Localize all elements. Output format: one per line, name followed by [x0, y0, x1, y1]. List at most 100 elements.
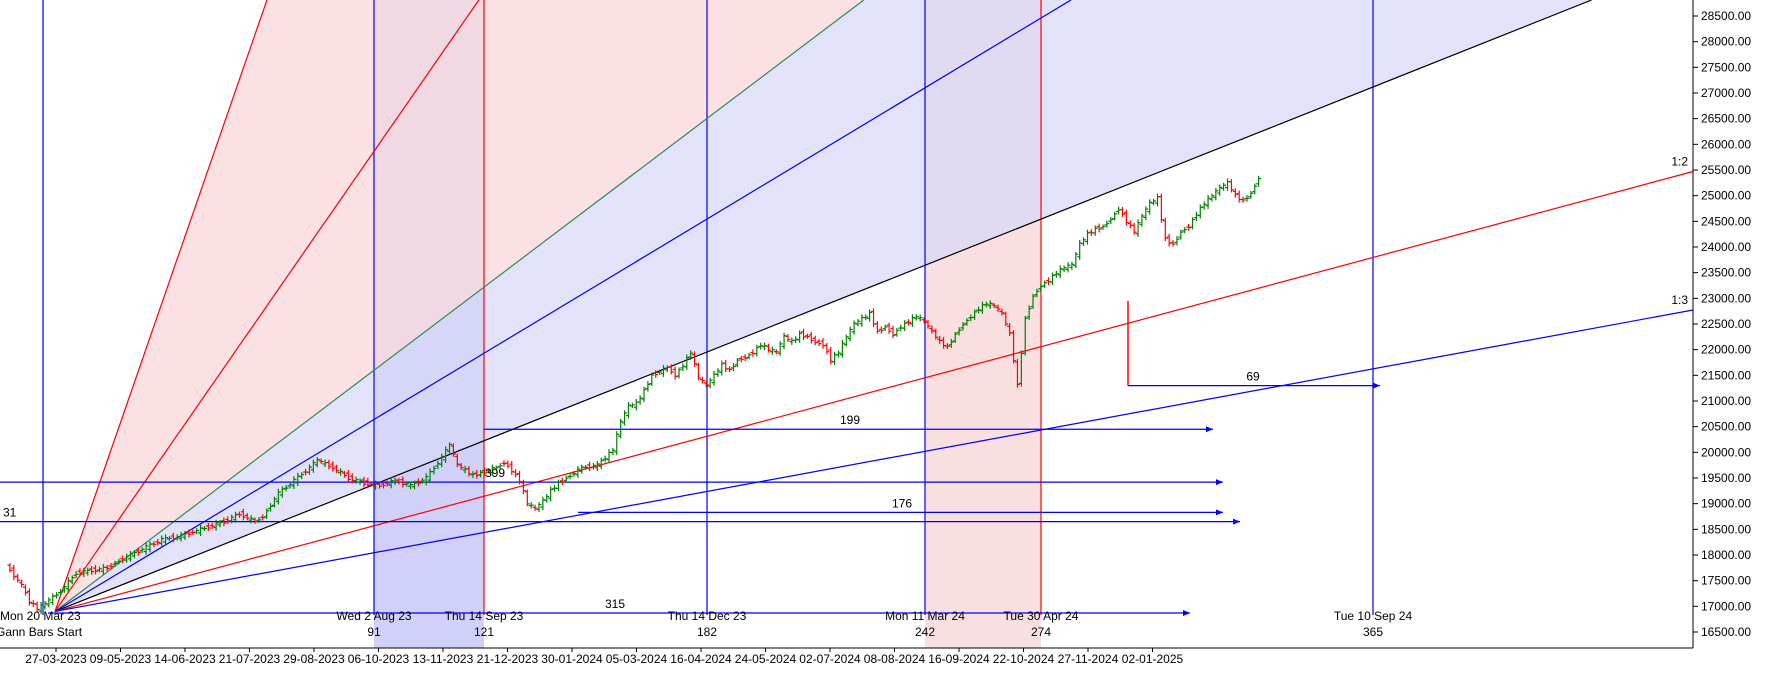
price-bar [108, 562, 114, 570]
price-bar [660, 365, 666, 377]
price-bar [256, 517, 262, 524]
price-bar [742, 354, 748, 362]
price-bar [983, 301, 989, 308]
price-bar [412, 480, 418, 490]
price-bar [1213, 187, 1219, 201]
y-tick-label-11: 22000.00 [1701, 343, 1751, 357]
price-bar [738, 355, 744, 363]
price-bar [765, 343, 771, 353]
price-bar [1232, 188, 1238, 198]
price-bar [450, 443, 456, 457]
price-bar [649, 372, 655, 387]
x-tick-label-2: 14-06-2023 [154, 652, 216, 666]
price-bar [42, 600, 48, 610]
projection-label-4: 31 [3, 506, 17, 520]
price-bar [318, 458, 324, 464]
price-bar [1081, 237, 1087, 247]
price-bar [505, 460, 511, 469]
price-bar [719, 360, 725, 376]
x-tick-label-14: 16-09-2024 [928, 652, 990, 666]
price-bar [925, 319, 931, 329]
price-bar [1092, 225, 1098, 236]
vertical-date-label-3: Thu 14 Dec 23 [668, 609, 747, 623]
price-bar [816, 338, 822, 347]
price-bar [801, 328, 807, 341]
price-bar [1030, 293, 1036, 310]
price-bar [886, 322, 892, 334]
price-bar [236, 511, 242, 518]
price-bar [458, 463, 464, 470]
y-tick-label-18: 25500.00 [1701, 163, 1751, 177]
price-bar [155, 538, 161, 546]
price-bar [703, 380, 709, 388]
price-bar [874, 321, 880, 334]
price-bar [668, 364, 674, 375]
price-bar [77, 568, 83, 577]
price-bar [839, 339, 845, 358]
price-bar [89, 565, 95, 575]
x-tick-label-15: 22-10-2024 [993, 652, 1055, 666]
price-bar [1147, 199, 1153, 215]
price-bar [54, 592, 60, 599]
fan-line-0 [54, 0, 268, 612]
price-bar [575, 466, 581, 478]
y-tick-label-9: 21000.00 [1701, 394, 1751, 408]
price-bar [1069, 261, 1075, 270]
x-tick-label-0: 27-03-2023 [25, 652, 87, 666]
price-bar [439, 453, 445, 468]
price-bar [209, 522, 215, 529]
price-bar [567, 473, 573, 480]
price-bar [548, 486, 554, 502]
x-tick-label-6: 13-11-2023 [413, 652, 474, 666]
price-bar [688, 350, 694, 360]
price-bar [878, 326, 884, 334]
price-bar [96, 566, 102, 573]
price-bar [594, 460, 600, 471]
price-bar [478, 469, 484, 478]
price-bar [1248, 191, 1254, 199]
y-tick-label-13: 23000.00 [1701, 291, 1751, 305]
projection-label-5: 69 [1246, 370, 1260, 384]
price-bar [1244, 195, 1250, 202]
price-bar [625, 402, 631, 419]
vertical-count-label-3: 182 [697, 625, 717, 639]
price-bar [1205, 194, 1211, 209]
price-bar [894, 328, 900, 337]
price-bar [1228, 179, 1234, 193]
price-bar [69, 575, 75, 584]
price-bar [563, 475, 569, 483]
price-bar [11, 564, 17, 581]
price-bar [956, 327, 962, 336]
price-bar [1119, 207, 1125, 217]
price-bar [408, 481, 414, 490]
price-bar [1170, 240, 1176, 247]
price-bar [730, 363, 736, 372]
price-bar [948, 338, 954, 348]
price-bar [1131, 222, 1137, 235]
price-bar [1123, 209, 1129, 226]
price-bar [135, 547, 141, 556]
price-bar [326, 459, 332, 470]
y-tick-label-15: 24000.00 [1701, 240, 1751, 254]
price-bar [65, 577, 71, 592]
price-bar [727, 366, 733, 373]
y-tick-label-3: 18000.00 [1701, 548, 1751, 562]
price-bar [454, 453, 460, 468]
price-bar [773, 349, 779, 355]
price-bar [1073, 251, 1079, 269]
price-bar [851, 320, 857, 335]
price-bar [1084, 229, 1090, 245]
price-bar [61, 584, 67, 593]
price-bar [174, 534, 180, 541]
price-bar [283, 485, 289, 492]
price-bar [131, 550, 137, 559]
y-tick-label-24: 28500.00 [1701, 9, 1751, 23]
vertical-count-label-1: 91 [367, 625, 381, 639]
y-tick-label-16: 24500.00 [1701, 214, 1751, 228]
price-bar [902, 320, 908, 332]
price-bar [466, 466, 472, 477]
price-bar [1209, 193, 1215, 202]
vertical-count-label-6: 365 [1363, 625, 1383, 639]
price-bar [275, 488, 281, 505]
y-tick-label-12: 22500.00 [1701, 317, 1751, 331]
